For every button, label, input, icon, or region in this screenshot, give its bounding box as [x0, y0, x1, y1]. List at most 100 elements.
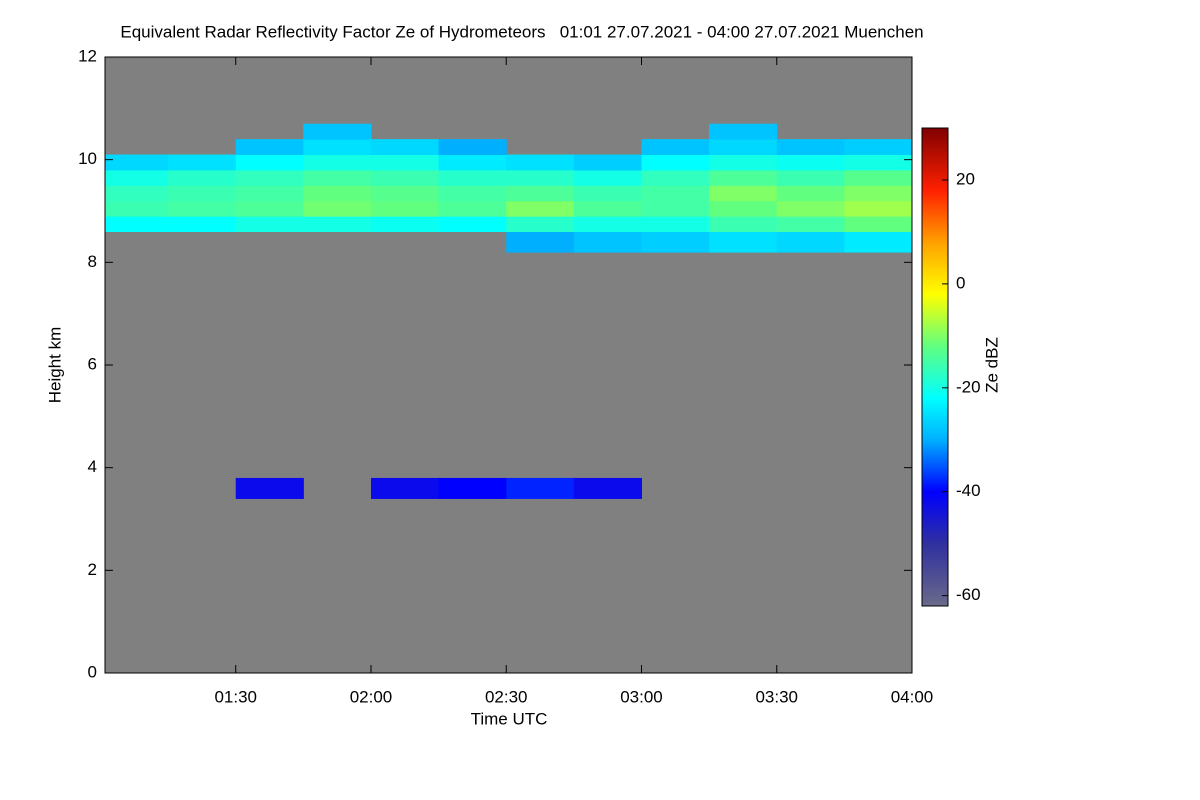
heatmap-cell — [105, 169, 169, 186]
colorbar-tick-label: 0 — [956, 273, 965, 292]
x-tick-label: 03:00 — [620, 687, 663, 706]
heatmap-cell — [168, 154, 237, 171]
heatmap-cell — [709, 231, 778, 253]
colorbar-tick-label: 20 — [956, 169, 975, 188]
heatmap-cell — [844, 139, 913, 156]
x-tick-label: 02:30 — [485, 687, 528, 706]
heatmap-cell — [776, 231, 845, 253]
colorbar-tick-label: -20 — [956, 377, 981, 396]
heatmap-cell — [235, 139, 304, 156]
heatmap-cell — [506, 231, 575, 253]
heatmap-cell — [573, 200, 642, 217]
heatmap-cell — [303, 216, 372, 233]
x-tick-label: 01:30 — [214, 687, 257, 706]
heatmap-cell — [303, 200, 372, 217]
y-axis-label: Height km — [45, 327, 64, 404]
chart-title: Equivalent Radar Reflectivity Factor Ze … — [120, 22, 923, 41]
y-tick-label: 12 — [78, 46, 97, 65]
heatmap-cell — [709, 123, 778, 140]
heatmap-cell — [709, 200, 778, 217]
heatmap-cell — [235, 477, 304, 499]
heatmap-cell — [438, 200, 507, 217]
heatmap-cell — [303, 154, 372, 171]
heatmap-cell — [573, 185, 642, 202]
heatmap-cell — [105, 185, 169, 202]
x-tick-label: 04:00 — [891, 687, 934, 706]
heatmap-cell — [844, 216, 913, 233]
heatmap-cell — [105, 200, 169, 217]
heatmap-cell — [776, 139, 845, 156]
heatmap-cell — [235, 169, 304, 186]
heatmap-cell — [844, 231, 913, 253]
heatmap-cell — [641, 231, 710, 253]
heatmap-cell — [303, 185, 372, 202]
heatmap-cell — [168, 216, 237, 233]
heatmap-cell — [506, 200, 575, 217]
y-tick-label: 8 — [88, 252, 97, 271]
heatmap-cell — [370, 169, 440, 186]
heatmap-cell — [844, 185, 913, 202]
heatmap-cell — [709, 169, 778, 186]
heatmap-cell — [776, 154, 845, 171]
heatmap-cell — [506, 185, 575, 202]
y-tick-label: 4 — [88, 457, 97, 476]
heatmap-cell — [168, 200, 237, 217]
colorbar-tick-label: -60 — [956, 585, 981, 604]
heatmap-cell — [235, 200, 304, 217]
colorbar-label: Ze dBZ — [982, 337, 1001, 393]
heatmap-cell — [844, 200, 913, 217]
heatmap-cell — [105, 216, 169, 233]
heatmap-cell — [776, 216, 845, 233]
heatmap-cell — [776, 185, 845, 202]
heatmap-cell — [438, 216, 507, 233]
heatmap-cell — [709, 185, 778, 202]
heatmap-cell — [370, 139, 440, 156]
heatmap-cell — [235, 154, 304, 171]
x-tick-label: 03:30 — [755, 687, 798, 706]
heatmap-cell — [303, 169, 372, 186]
heatmap-cell — [303, 139, 372, 156]
heatmap-cell — [844, 154, 913, 171]
heatmap-cell — [438, 169, 507, 186]
heatmap-cell — [709, 216, 778, 233]
heatmap-cell — [573, 477, 642, 499]
heatmap-cell — [370, 185, 440, 202]
heatmap-cell — [168, 169, 237, 186]
heatmap-cell — [709, 154, 778, 171]
heatmap-cell — [506, 477, 575, 499]
colorbar — [921, 127, 949, 607]
heatmap-cell — [235, 185, 304, 202]
heatmap-cell — [641, 216, 710, 233]
heatmap-cell — [573, 154, 642, 171]
heatmap-cell — [235, 216, 304, 233]
y-tick-label: 2 — [88, 560, 97, 579]
x-tick-label: 02:00 — [350, 687, 393, 706]
y-tick-label: 0 — [88, 662, 97, 681]
heatmap-cell — [844, 169, 913, 186]
heatmap-cell — [438, 185, 507, 202]
heatmap-cell — [641, 185, 710, 202]
heatmap-cell — [506, 169, 575, 186]
heatmap-cell — [438, 139, 507, 156]
heatmap-cell — [641, 154, 710, 171]
heatmap-cell — [709, 139, 778, 156]
heatmap-cell — [641, 200, 710, 217]
heatmap-cell — [370, 154, 440, 171]
heatmap-cell — [370, 216, 440, 233]
heatmap-cell — [573, 216, 642, 233]
heatmap-cell — [168, 185, 237, 202]
heatmap-cell — [303, 123, 372, 140]
y-tick-label: 6 — [88, 354, 97, 373]
heatmap-cell — [641, 139, 710, 156]
x-axis-label: Time UTC — [471, 709, 548, 728]
heatmap-cell — [370, 200, 440, 217]
heatmap-cell — [776, 169, 845, 186]
heatmap-cell — [370, 477, 440, 499]
heatmap-cell — [506, 216, 575, 233]
heatmap-cell — [776, 200, 845, 217]
heatmap-cell — [438, 154, 507, 171]
heatmap-cell — [573, 231, 642, 253]
heatmap-cell — [573, 169, 642, 186]
